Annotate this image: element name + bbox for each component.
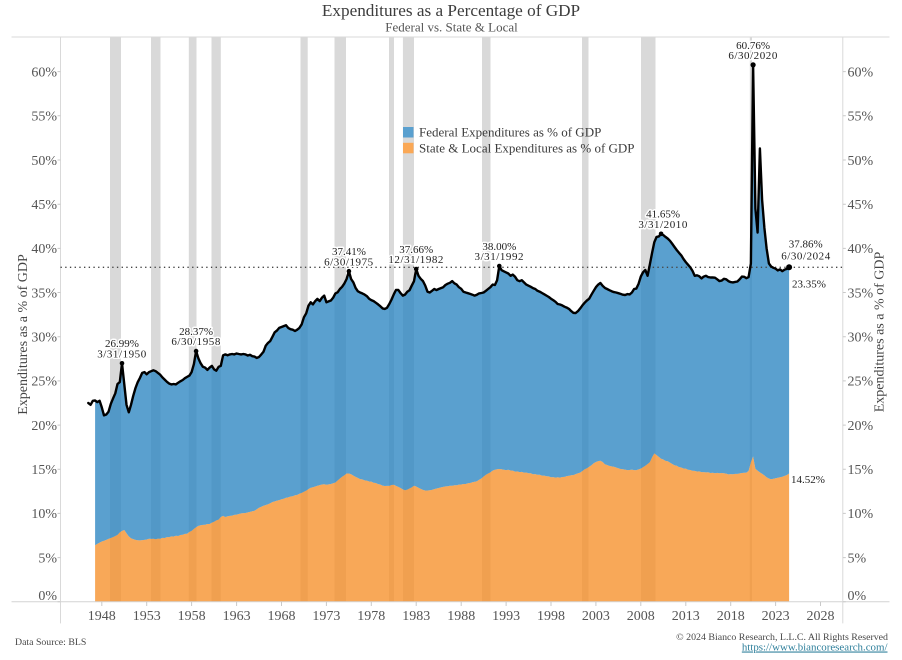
svg-text:23.35%: 23.35% [792, 278, 826, 290]
svg-text:3/31/2010: 3/31/2010 [638, 219, 688, 231]
svg-text:Expenditures as a Percentage o: Expenditures as a Percentage of GDP [322, 1, 580, 20]
svg-text:50%: 50% [848, 154, 874, 169]
svg-text:5%: 5% [38, 551, 57, 566]
svg-text:1993: 1993 [492, 609, 520, 624]
svg-text:Federal vs. State & Local: Federal vs. State & Local [385, 19, 518, 34]
svg-text:1988: 1988 [447, 609, 475, 624]
svg-text:30%: 30% [848, 331, 874, 346]
svg-text:40%: 40% [31, 242, 57, 257]
svg-text:State & Local Expenditures as: State & Local Expenditures as % of GDP [419, 140, 635, 155]
svg-text:50%: 50% [31, 154, 57, 169]
svg-text:1998: 1998 [537, 609, 565, 624]
svg-text:60%: 60% [31, 65, 57, 80]
svg-text:60%: 60% [848, 65, 874, 80]
svg-text:6/30/2020: 6/30/2020 [728, 50, 778, 62]
svg-text:20%: 20% [31, 419, 57, 434]
svg-text:38.00%: 38.00% [482, 241, 516, 253]
svg-text:2018: 2018 [717, 609, 745, 624]
svg-text:5%: 5% [848, 551, 867, 566]
svg-text:40%: 40% [848, 242, 874, 257]
svg-text:37.86%: 37.86% [789, 239, 823, 251]
svg-text:10%: 10% [848, 507, 874, 522]
svg-text:0%: 0% [38, 589, 57, 604]
svg-text:12/31/1982: 12/31/1982 [388, 254, 444, 266]
svg-text:25%: 25% [31, 375, 57, 390]
svg-text:6/30/1958: 6/30/1958 [171, 336, 221, 348]
svg-text:3/31/1992: 3/31/1992 [475, 251, 525, 263]
svg-text:1973: 1973 [312, 609, 340, 624]
svg-text:6/30/1975: 6/30/1975 [324, 256, 374, 268]
svg-text:Data Source: BLS: Data Source: BLS [15, 637, 86, 648]
svg-text:55%: 55% [31, 110, 57, 125]
svg-text:45%: 45% [848, 198, 874, 213]
svg-text:6/30/2024: 6/30/2024 [781, 251, 831, 263]
svg-text:https://www.biancoresearch.com: https://www.biancoresearch.com/ [742, 642, 889, 654]
svg-text:14.52%: 14.52% [791, 474, 825, 486]
svg-text:35%: 35% [848, 286, 874, 301]
svg-text:20%: 20% [848, 419, 874, 434]
svg-text:3/31/1950: 3/31/1950 [97, 348, 147, 360]
svg-text:1983: 1983 [402, 609, 430, 624]
svg-text:55%: 55% [848, 110, 874, 125]
svg-text:Expenditures as a % of GDP: Expenditures as a % of GDP [872, 251, 887, 412]
svg-text:37.66%: 37.66% [399, 244, 433, 256]
svg-text:2003: 2003 [582, 609, 610, 624]
svg-text:1978: 1978 [357, 609, 385, 624]
svg-text:15%: 15% [848, 463, 874, 478]
svg-text:26.99%: 26.99% [105, 338, 139, 350]
svg-text:37.41%: 37.41% [332, 246, 366, 258]
svg-text:30%: 30% [31, 331, 57, 346]
svg-text:© 2024 Bianco Research, L.L.C.: © 2024 Bianco Research, L.L.C. All Right… [676, 632, 888, 643]
svg-text:15%: 15% [31, 463, 57, 478]
svg-text:41.65%: 41.65% [646, 209, 680, 221]
svg-text:Federal Expenditures as % of G: Federal Expenditures as % of GDP [419, 125, 601, 140]
svg-text:2023: 2023 [762, 609, 790, 624]
svg-text:28.37%: 28.37% [179, 326, 213, 338]
svg-text:60.76%: 60.76% [736, 40, 770, 52]
svg-text:1963: 1963 [223, 609, 251, 624]
svg-text:25%: 25% [848, 375, 874, 390]
svg-text:Expenditures as a % of GDP: Expenditures as a % of GDP [16, 254, 31, 415]
svg-text:1948: 1948 [88, 609, 116, 624]
svg-text:45%: 45% [31, 198, 57, 213]
svg-text:1958: 1958 [178, 609, 206, 624]
svg-text:1968: 1968 [268, 609, 296, 624]
svg-text:10%: 10% [31, 507, 57, 522]
svg-text:2013: 2013 [672, 609, 700, 624]
svg-text:1953: 1953 [133, 609, 161, 624]
svg-text:2008: 2008 [627, 609, 655, 624]
svg-text:0%: 0% [848, 589, 867, 604]
svg-text:2028: 2028 [807, 609, 835, 624]
svg-text:35%: 35% [31, 286, 57, 301]
